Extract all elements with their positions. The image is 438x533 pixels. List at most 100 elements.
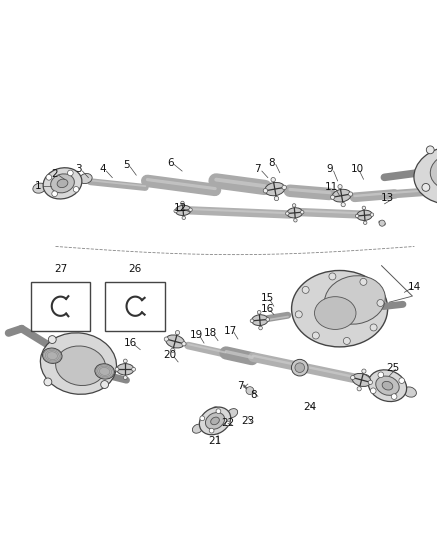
Circle shape: [343, 337, 350, 344]
Circle shape: [258, 311, 261, 314]
Bar: [31, 281, 90, 331]
Ellipse shape: [79, 174, 92, 183]
Ellipse shape: [287, 208, 303, 218]
Circle shape: [250, 319, 254, 322]
Ellipse shape: [368, 370, 406, 401]
Circle shape: [370, 213, 374, 216]
Circle shape: [67, 170, 73, 176]
Circle shape: [426, 146, 434, 154]
Ellipse shape: [414, 146, 438, 205]
Circle shape: [357, 386, 361, 391]
Circle shape: [209, 429, 214, 433]
Circle shape: [362, 369, 366, 373]
Ellipse shape: [382, 382, 393, 390]
Circle shape: [331, 195, 335, 199]
Text: 3: 3: [75, 164, 82, 174]
Circle shape: [171, 348, 175, 352]
Circle shape: [295, 363, 304, 373]
Circle shape: [329, 273, 336, 280]
Text: 23: 23: [241, 416, 254, 426]
Circle shape: [182, 216, 186, 220]
Circle shape: [274, 196, 279, 201]
Ellipse shape: [40, 333, 117, 394]
Ellipse shape: [227, 409, 238, 418]
Ellipse shape: [376, 376, 399, 395]
Text: 9: 9: [326, 164, 333, 174]
Text: 15: 15: [261, 293, 275, 303]
Circle shape: [349, 192, 353, 196]
Ellipse shape: [175, 205, 191, 215]
Text: 11: 11: [325, 182, 338, 192]
Text: 5: 5: [123, 160, 130, 171]
Circle shape: [124, 376, 127, 379]
Text: 10: 10: [351, 164, 364, 174]
Circle shape: [377, 300, 384, 306]
Circle shape: [294, 219, 297, 222]
Text: 18: 18: [203, 328, 217, 338]
Text: 16: 16: [261, 304, 275, 314]
Circle shape: [189, 208, 192, 212]
Text: 6: 6: [167, 158, 173, 168]
Circle shape: [181, 201, 184, 205]
Circle shape: [295, 311, 302, 318]
Ellipse shape: [205, 413, 225, 430]
Ellipse shape: [192, 424, 203, 433]
Circle shape: [293, 204, 296, 207]
Ellipse shape: [211, 417, 219, 425]
Circle shape: [371, 388, 376, 393]
Circle shape: [351, 375, 355, 379]
Text: 17: 17: [223, 326, 237, 336]
Circle shape: [48, 336, 56, 343]
Circle shape: [266, 318, 269, 321]
Bar: [106, 281, 165, 331]
Circle shape: [174, 209, 177, 213]
Circle shape: [271, 177, 276, 182]
Ellipse shape: [33, 183, 46, 193]
Circle shape: [300, 211, 304, 214]
Circle shape: [263, 189, 268, 193]
Text: 7: 7: [237, 381, 243, 391]
Circle shape: [399, 378, 405, 383]
Circle shape: [175, 330, 180, 335]
Circle shape: [115, 367, 119, 371]
Circle shape: [302, 286, 309, 293]
Text: 8: 8: [251, 390, 257, 400]
Ellipse shape: [314, 297, 356, 329]
Text: 13: 13: [381, 193, 394, 203]
Circle shape: [362, 206, 366, 209]
Ellipse shape: [42, 348, 62, 364]
Ellipse shape: [117, 364, 134, 375]
Ellipse shape: [357, 210, 372, 221]
Ellipse shape: [332, 189, 351, 202]
Ellipse shape: [292, 270, 388, 347]
Circle shape: [101, 381, 109, 389]
Ellipse shape: [57, 179, 68, 188]
Text: 22: 22: [221, 418, 235, 429]
Text: 12: 12: [173, 203, 187, 213]
Circle shape: [370, 324, 377, 331]
Circle shape: [216, 409, 221, 414]
Text: 8: 8: [268, 158, 275, 168]
Ellipse shape: [251, 314, 268, 326]
Circle shape: [164, 337, 169, 341]
Circle shape: [422, 183, 430, 191]
Circle shape: [341, 203, 345, 207]
Circle shape: [286, 212, 289, 215]
Ellipse shape: [404, 387, 417, 397]
Circle shape: [182, 342, 186, 346]
Circle shape: [73, 187, 79, 192]
Ellipse shape: [43, 168, 82, 199]
Circle shape: [338, 184, 342, 189]
Circle shape: [246, 386, 254, 394]
Ellipse shape: [359, 374, 371, 384]
Ellipse shape: [199, 407, 231, 435]
Ellipse shape: [166, 335, 184, 348]
Circle shape: [226, 421, 230, 426]
Circle shape: [259, 326, 262, 330]
Circle shape: [124, 359, 127, 363]
Circle shape: [200, 416, 205, 421]
Circle shape: [282, 185, 286, 190]
Text: 19: 19: [190, 330, 203, 340]
Ellipse shape: [430, 152, 438, 191]
Ellipse shape: [325, 276, 385, 324]
